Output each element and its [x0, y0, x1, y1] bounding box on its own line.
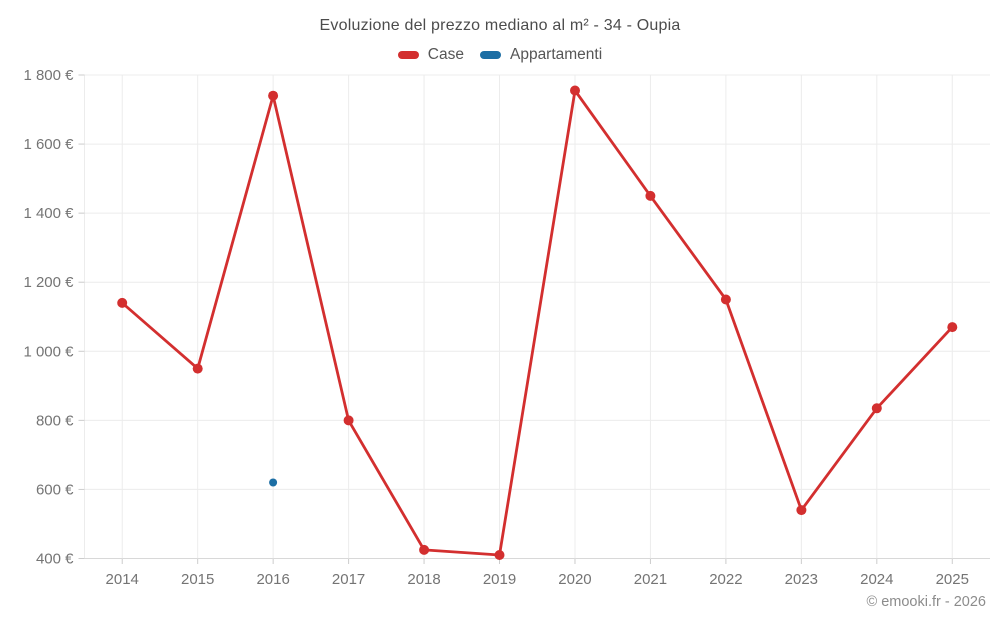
y-axis-label: 1 600 €: [23, 136, 74, 153]
legend-label-case: Case: [427, 46, 464, 63]
x-axis-label: 2018: [407, 571, 440, 588]
case-point-2024[interactable]: [871, 403, 882, 414]
y-axis-label: 1 000 €: [23, 343, 74, 360]
y-axis-label: 1 200 €: [23, 274, 74, 291]
y-axis-label: 400 €: [36, 551, 74, 568]
case-point-2020[interactable]: [570, 85, 580, 96]
case-point-2014[interactable]: [117, 297, 128, 308]
x-axis-label: 2022: [709, 571, 742, 588]
x-axis-label: 2023: [785, 571, 818, 588]
y-axis-label: 800 €: [36, 412, 74, 429]
x-axis-label: 2021: [634, 571, 667, 588]
x-axis-label: 2016: [256, 571, 289, 588]
legend-swatch-appartamenti: [479, 51, 501, 59]
x-axis-label: 2019: [483, 571, 516, 588]
x-axis-label: 2017: [332, 571, 365, 588]
legend-label-appartamenti: Appartamenti: [509, 46, 603, 63]
case-point-2023[interactable]: [796, 505, 807, 516]
copyright-text: © emooki.fr - 2026: [866, 594, 986, 610]
y-axis-label: 1 800 €: [23, 67, 74, 84]
case-point-2017[interactable]: [343, 415, 354, 426]
chart-legend: Case Appartamenti: [0, 46, 1000, 64]
case-line: [120, 89, 954, 557]
case-point-2019[interactable]: [494, 550, 505, 560]
legend-item-case[interactable]: Case: [397, 46, 464, 64]
x-axis-label: 2014: [106, 571, 139, 588]
case-point-2016[interactable]: [268, 90, 279, 101]
legend-item-appartamenti[interactable]: Appartamenti: [479, 46, 603, 64]
y-axis-label: 1 400 €: [23, 205, 74, 222]
x-axis-label: 2020: [558, 571, 591, 588]
chart-title: Evoluzione del prezzo mediano al m² - 34…: [319, 17, 681, 34]
x-axis-label: 2024: [860, 571, 893, 588]
case-point-2021[interactable]: [645, 190, 656, 201]
x-axis-label: 2015: [181, 571, 214, 588]
case-point-2022[interactable]: [720, 294, 731, 305]
case-point-2015[interactable]: [192, 363, 203, 374]
y-axis-label: 600 €: [36, 481, 74, 498]
appartamenti-point-2016[interactable]: [269, 478, 278, 487]
case-point-2018[interactable]: [419, 544, 430, 555]
case-point-2025[interactable]: [947, 322, 958, 333]
x-axis-label: 2025: [936, 571, 969, 588]
legend-swatch-case: [397, 51, 419, 59]
